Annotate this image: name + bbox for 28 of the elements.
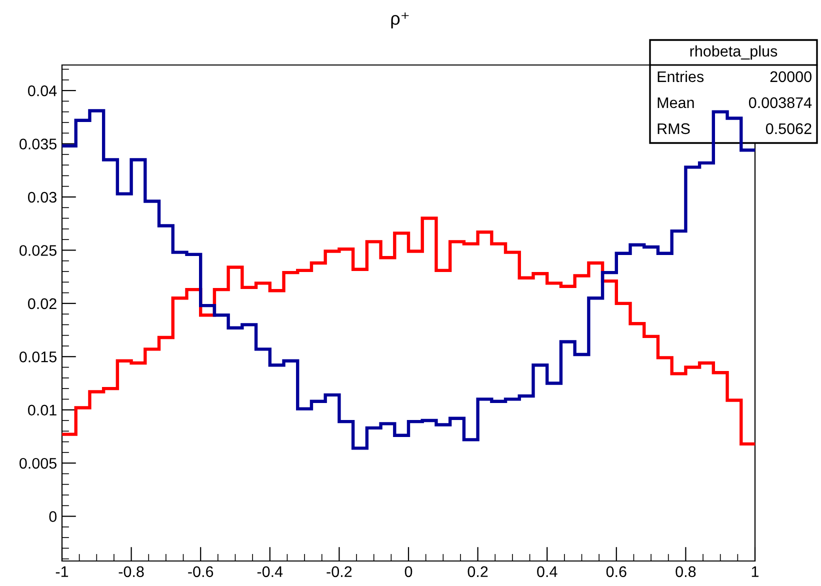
y-tick-label: 0 (49, 511, 57, 522)
y-tick-label: 0.005 (20, 458, 56, 469)
x-tick-label: 0 (404, 566, 412, 578)
x-tick-label: -0.4 (257, 566, 283, 578)
y-tick-label: 0.04 (28, 85, 57, 96)
y-tick-label: 0.01 (28, 404, 56, 416)
x-tick-label: -0.6 (188, 566, 214, 578)
x-tick-label: -0.8 (118, 566, 144, 578)
x-tick-label: 0.8 (676, 566, 696, 578)
annotation: Entries (658, 70, 704, 82)
x-tick-label: 0.4 (537, 566, 558, 578)
annotation: RMS (658, 123, 690, 134)
text: rhobeta_plus (690, 45, 778, 60)
chart-title: ρ⁺ (391, 12, 409, 28)
x-tick-label: 0.6 (606, 566, 626, 578)
y-tick-label: 0.025 (20, 245, 56, 256)
y-tick-label: 0.03 (28, 192, 56, 203)
x-tick-label: 0.2 (468, 566, 488, 578)
text: 0.5062 (766, 123, 812, 134)
y-tick-label: 0.035 (20, 138, 56, 150)
x-tick-label: -1 (56, 566, 68, 577)
x-tick-label: 1 (752, 566, 759, 577)
text: 20000 (770, 71, 812, 82)
y-tick-label: 0.015 (20, 352, 56, 362)
annotation: 0.003874 (748, 97, 812, 108)
x-tick-label: -0.2 (326, 566, 352, 578)
annotation: Mean (658, 97, 694, 108)
y-tick-label: 0.02 (28, 298, 56, 310)
